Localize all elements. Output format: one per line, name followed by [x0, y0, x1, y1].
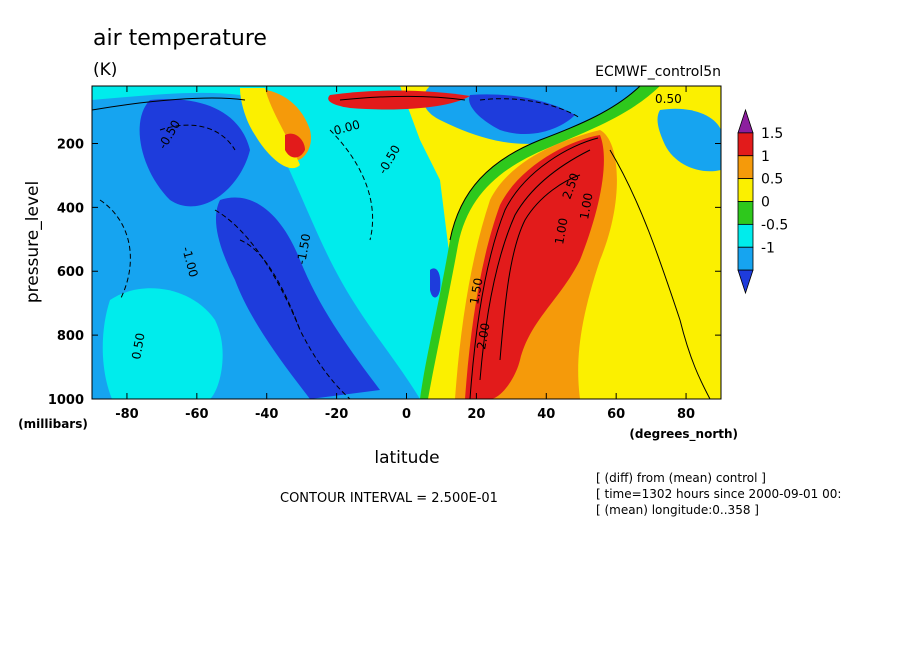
colorbar-label: -1: [761, 240, 775, 256]
colorbar-label: 1.5: [761, 126, 783, 142]
x-tick-label: 0: [402, 407, 411, 422]
contour-label: 0.50: [129, 332, 147, 361]
colorbar-segment: [737, 108, 754, 134]
y-tick-label: 800: [57, 329, 84, 344]
colorbar-label: 0: [761, 195, 770, 211]
x-axis-ticks: -80 -60 -40 -20 0 20 40 60 80: [115, 86, 695, 422]
colorbar-segment: [737, 201, 754, 225]
x-tick-label: 60: [607, 407, 625, 422]
colorbar-segment: [737, 223, 754, 248]
colorbar-segment: [737, 246, 754, 271]
colorbar-segment: [737, 132, 754, 157]
colorbar-label: -0.5: [761, 217, 788, 233]
y-axis-units: (millibars): [18, 417, 88, 431]
y-axis-label: pressure_level: [23, 181, 43, 303]
colorbar-segment: [737, 178, 754, 202]
contour-label: 1.50: [467, 277, 485, 306]
note-line: [ (mean) longitude:0..358 ]: [596, 503, 759, 517]
x-tick-label: -20: [325, 407, 349, 422]
chart-title: air temperature: [93, 26, 267, 51]
x-tick-label: -80: [115, 407, 139, 422]
chart-units: (K): [93, 60, 117, 80]
note-line: [ time=1302 hours since 2000-09-01 00:: [596, 487, 841, 501]
x-axis-units: (degrees_north): [629, 427, 738, 442]
x-tick-label: -60: [185, 407, 209, 422]
contour-interval: CONTOUR INTERVAL = 2.500E-01: [280, 491, 498, 506]
colorbar-label: 1: [761, 149, 770, 165]
contour-label: 1.00: [577, 192, 595, 221]
y-axis-ticks: 200 400 600 800 1000: [48, 137, 721, 408]
colorbar: 1.5 1 0.5 0 -0.5 -1: [737, 108, 788, 295]
contour-label: 2.00: [474, 322, 492, 351]
contour-label: 0.00: [332, 117, 361, 137]
note-line: [ (diff) from (mean) control ]: [596, 471, 766, 485]
colorbar-label: 0.5: [761, 172, 783, 188]
contour-label: -1.50: [294, 232, 313, 265]
x-axis-label: latitude: [374, 448, 439, 468]
x-tick-label: 80: [677, 407, 695, 422]
dataset-label: ECMWF_control5n: [595, 64, 721, 80]
x-tick-label: 40: [537, 407, 555, 422]
plot-area: 0.50 -0.50 -1.00 -1.50 2.00 1.50 1.00 -0…: [92, 86, 721, 399]
colorbar-segment: [737, 269, 754, 295]
y-tick-label: 1000: [48, 393, 84, 408]
y-tick-label: 400: [57, 201, 84, 216]
contour-label: 0.50: [655, 92, 682, 106]
colorbar-segment: [737, 155, 754, 180]
y-tick-label: 200: [57, 137, 84, 152]
contour-label: 1.00: [552, 217, 570, 246]
y-tick-label: 600: [57, 265, 84, 280]
x-tick-label: 20: [467, 407, 485, 422]
x-tick-label: -40: [255, 407, 279, 422]
